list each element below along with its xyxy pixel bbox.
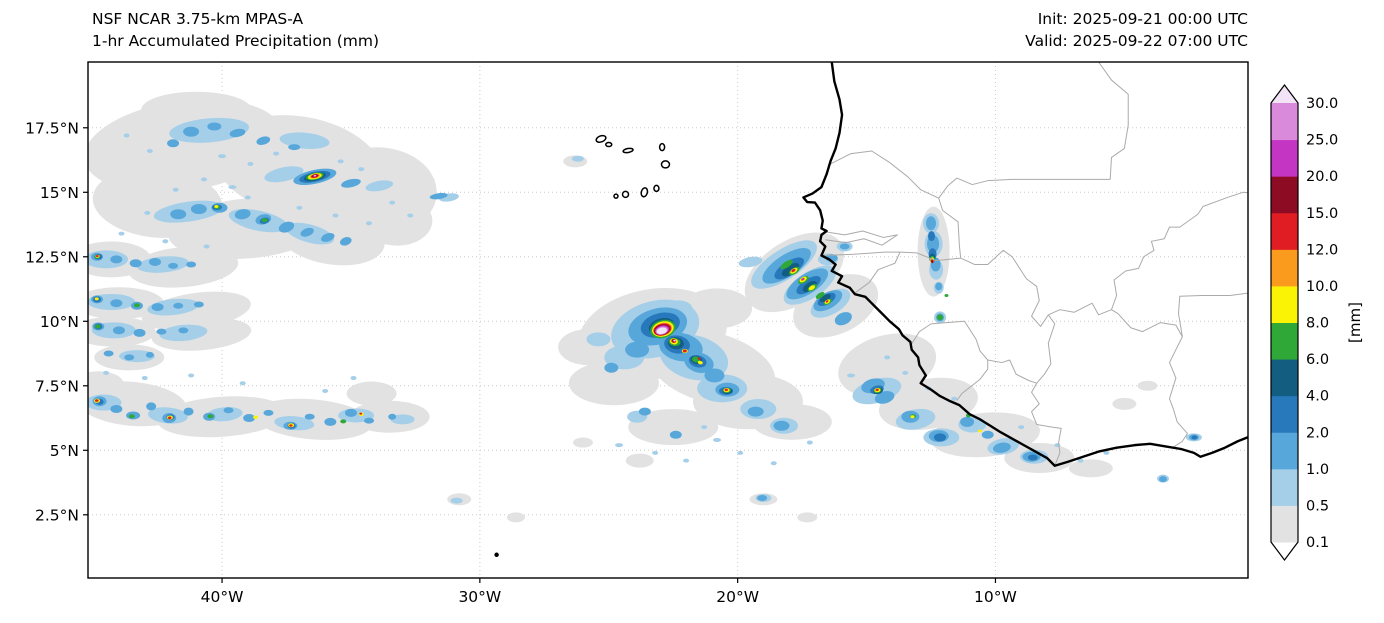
y-tick-label: 17.5°N (25, 119, 79, 137)
country-borders (822, 62, 1248, 466)
y-tick-label: 2.5°N (35, 506, 79, 524)
precipitation-field (88, 91, 1202, 523)
colorbar-tick-label: 0.5 (1306, 498, 1329, 514)
init-time: Init: 2025-09-21 00:00 UTC (1037, 10, 1248, 28)
y-tick-label: 15°N (40, 184, 79, 202)
colorbar-tick-label: 4.0 (1306, 389, 1329, 405)
y-axis: 17.5°N 15°N 12.5°N 10°N 7.5°N 5°N 2.5°N (25, 119, 88, 524)
colorbar-tick-label: 8.0 (1306, 316, 1329, 332)
y-tick-label: 5°N (50, 442, 79, 460)
x-axis: 40°W 30°W 20°W 10°W (201, 578, 1017, 606)
colorbar-tick-label: 6.0 (1306, 352, 1329, 368)
colorbar-tick-label: 20.0 (1306, 169, 1338, 185)
coastline (802, 62, 1248, 467)
x-tick-label: 20°W (716, 588, 759, 606)
title-block: NSF NCAR 3.75-km MPAS-A 1-hr Accumulated… (92, 8, 379, 52)
x-tick-label: 10°W (974, 588, 1017, 606)
time-block: Init: 2025-09-21 00:00 UTC Valid: 2025-0… (1025, 8, 1248, 52)
valid-time: Valid: 2025-09-22 07:00 UTC (1025, 32, 1248, 50)
colorbar-tick-label: 0.1 (1306, 535, 1329, 551)
cape-verde-islands (494, 134, 671, 558)
model-title: NSF NCAR 3.75-km MPAS-A (92, 10, 304, 28)
x-tick-label: 40°W (201, 588, 244, 606)
colorbar-tick-label: 30.0 (1306, 96, 1338, 112)
colorbar: [mm] (1270, 84, 1364, 561)
y-tick-label: 10°N (40, 313, 79, 331)
colorbar-tick-label: 1.0 (1306, 462, 1329, 478)
colorbar-tick-label: 15.0 (1306, 206, 1338, 222)
x-tick-label: 30°W (458, 588, 501, 606)
y-tick-label: 7.5°N (35, 377, 79, 395)
map-frame (87, 61, 1249, 579)
colorbar-tick-label: 25.0 (1306, 133, 1338, 149)
y-tick-label: 12.5°N (25, 248, 79, 266)
variable-title: 1-hr Accumulated Precipitation (mm) (92, 32, 379, 50)
colorbar-labels: 0.1 0.5 1.0 2.0 4.0 6.0 8.0 10.0 12.0 15.0 20.0 25.… (1306, 96, 1338, 551)
colorbar-tick-label: 2.0 (1306, 425, 1329, 441)
colorbar-units-label: [mm] (1346, 302, 1364, 343)
colorbar-tick-label: 10.0 (1306, 279, 1338, 295)
colorbar-tick-label: 12.0 (1306, 242, 1338, 258)
